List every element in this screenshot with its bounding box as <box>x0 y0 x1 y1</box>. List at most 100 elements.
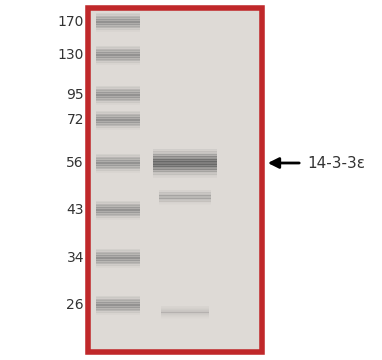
Bar <box>96 171 140 172</box>
Bar <box>96 254 140 255</box>
Text: 56: 56 <box>66 156 84 170</box>
Bar <box>96 120 140 121</box>
Bar <box>153 153 217 154</box>
Bar <box>96 20 140 21</box>
Bar <box>96 309 140 310</box>
Bar <box>96 54 140 55</box>
Bar <box>96 311 140 312</box>
Bar <box>96 26 140 27</box>
Bar <box>161 316 209 317</box>
Bar <box>159 200 211 201</box>
Bar <box>96 252 140 253</box>
Bar <box>96 123 140 125</box>
Bar <box>96 155 140 156</box>
Bar <box>96 202 140 203</box>
Bar <box>96 23 140 24</box>
Bar <box>96 96 140 97</box>
Bar <box>153 156 217 157</box>
Bar <box>96 298 140 299</box>
Bar <box>96 57 140 58</box>
Bar <box>96 24 140 25</box>
Bar <box>96 25 140 26</box>
Bar <box>96 299 140 300</box>
Text: 26: 26 <box>66 298 84 312</box>
Bar <box>96 125 140 126</box>
Bar <box>96 207 140 208</box>
Bar <box>159 202 211 203</box>
Bar <box>96 111 140 112</box>
Bar <box>161 318 209 319</box>
Bar <box>96 16 140 17</box>
Bar <box>96 167 140 168</box>
Bar <box>96 215 140 216</box>
Bar <box>96 112 140 113</box>
Bar <box>96 313 140 314</box>
Bar <box>96 46 140 47</box>
Bar <box>153 148 217 149</box>
Bar <box>96 27 140 28</box>
Bar <box>96 157 140 158</box>
Bar <box>96 309 140 310</box>
Bar <box>153 157 217 158</box>
Bar <box>96 208 140 209</box>
Bar <box>96 212 140 213</box>
Bar <box>96 22 140 23</box>
Bar <box>96 305 140 306</box>
Bar <box>161 307 209 308</box>
Bar <box>96 45 140 46</box>
Bar <box>96 63 140 64</box>
Bar <box>96 97 140 98</box>
Bar <box>96 166 140 167</box>
Bar <box>96 258 140 260</box>
Bar <box>96 217 140 218</box>
Bar <box>96 297 140 298</box>
Bar <box>159 196 211 197</box>
Bar <box>96 115 140 116</box>
Bar <box>96 94 140 95</box>
Bar <box>96 154 140 155</box>
Bar <box>96 98 140 99</box>
Bar <box>96 258 140 259</box>
Bar <box>159 203 211 204</box>
Bar <box>153 158 217 159</box>
Bar <box>96 300 140 301</box>
Bar <box>96 57 140 58</box>
Bar <box>96 171 140 172</box>
Bar <box>153 173 217 174</box>
Bar <box>96 62 140 63</box>
Bar <box>96 263 140 264</box>
Text: 95: 95 <box>66 88 84 102</box>
Bar <box>96 157 140 158</box>
Bar <box>96 208 140 210</box>
Bar <box>96 165 140 166</box>
Bar <box>96 122 140 123</box>
Bar <box>96 60 140 61</box>
Bar <box>96 87 140 88</box>
Bar <box>96 90 140 91</box>
Bar <box>96 161 140 162</box>
Bar <box>96 100 140 102</box>
Bar <box>96 90 140 91</box>
Bar <box>159 189 211 190</box>
Bar <box>96 21 140 22</box>
Bar <box>96 99 140 100</box>
Bar <box>96 305 140 306</box>
Bar <box>96 100 140 101</box>
Bar <box>96 266 140 267</box>
Bar <box>96 209 140 210</box>
Bar <box>96 302 140 303</box>
Bar <box>96 255 140 256</box>
Bar <box>153 149 217 150</box>
Bar <box>153 168 217 169</box>
Bar <box>96 113 140 114</box>
Bar <box>153 158 217 159</box>
Bar <box>153 163 217 164</box>
Bar <box>96 55 140 57</box>
Bar <box>96 213 140 215</box>
Bar <box>159 193 211 194</box>
Bar <box>96 122 140 123</box>
Bar <box>96 158 140 159</box>
Bar <box>96 156 140 157</box>
Bar <box>96 97 140 98</box>
Bar <box>153 164 217 165</box>
